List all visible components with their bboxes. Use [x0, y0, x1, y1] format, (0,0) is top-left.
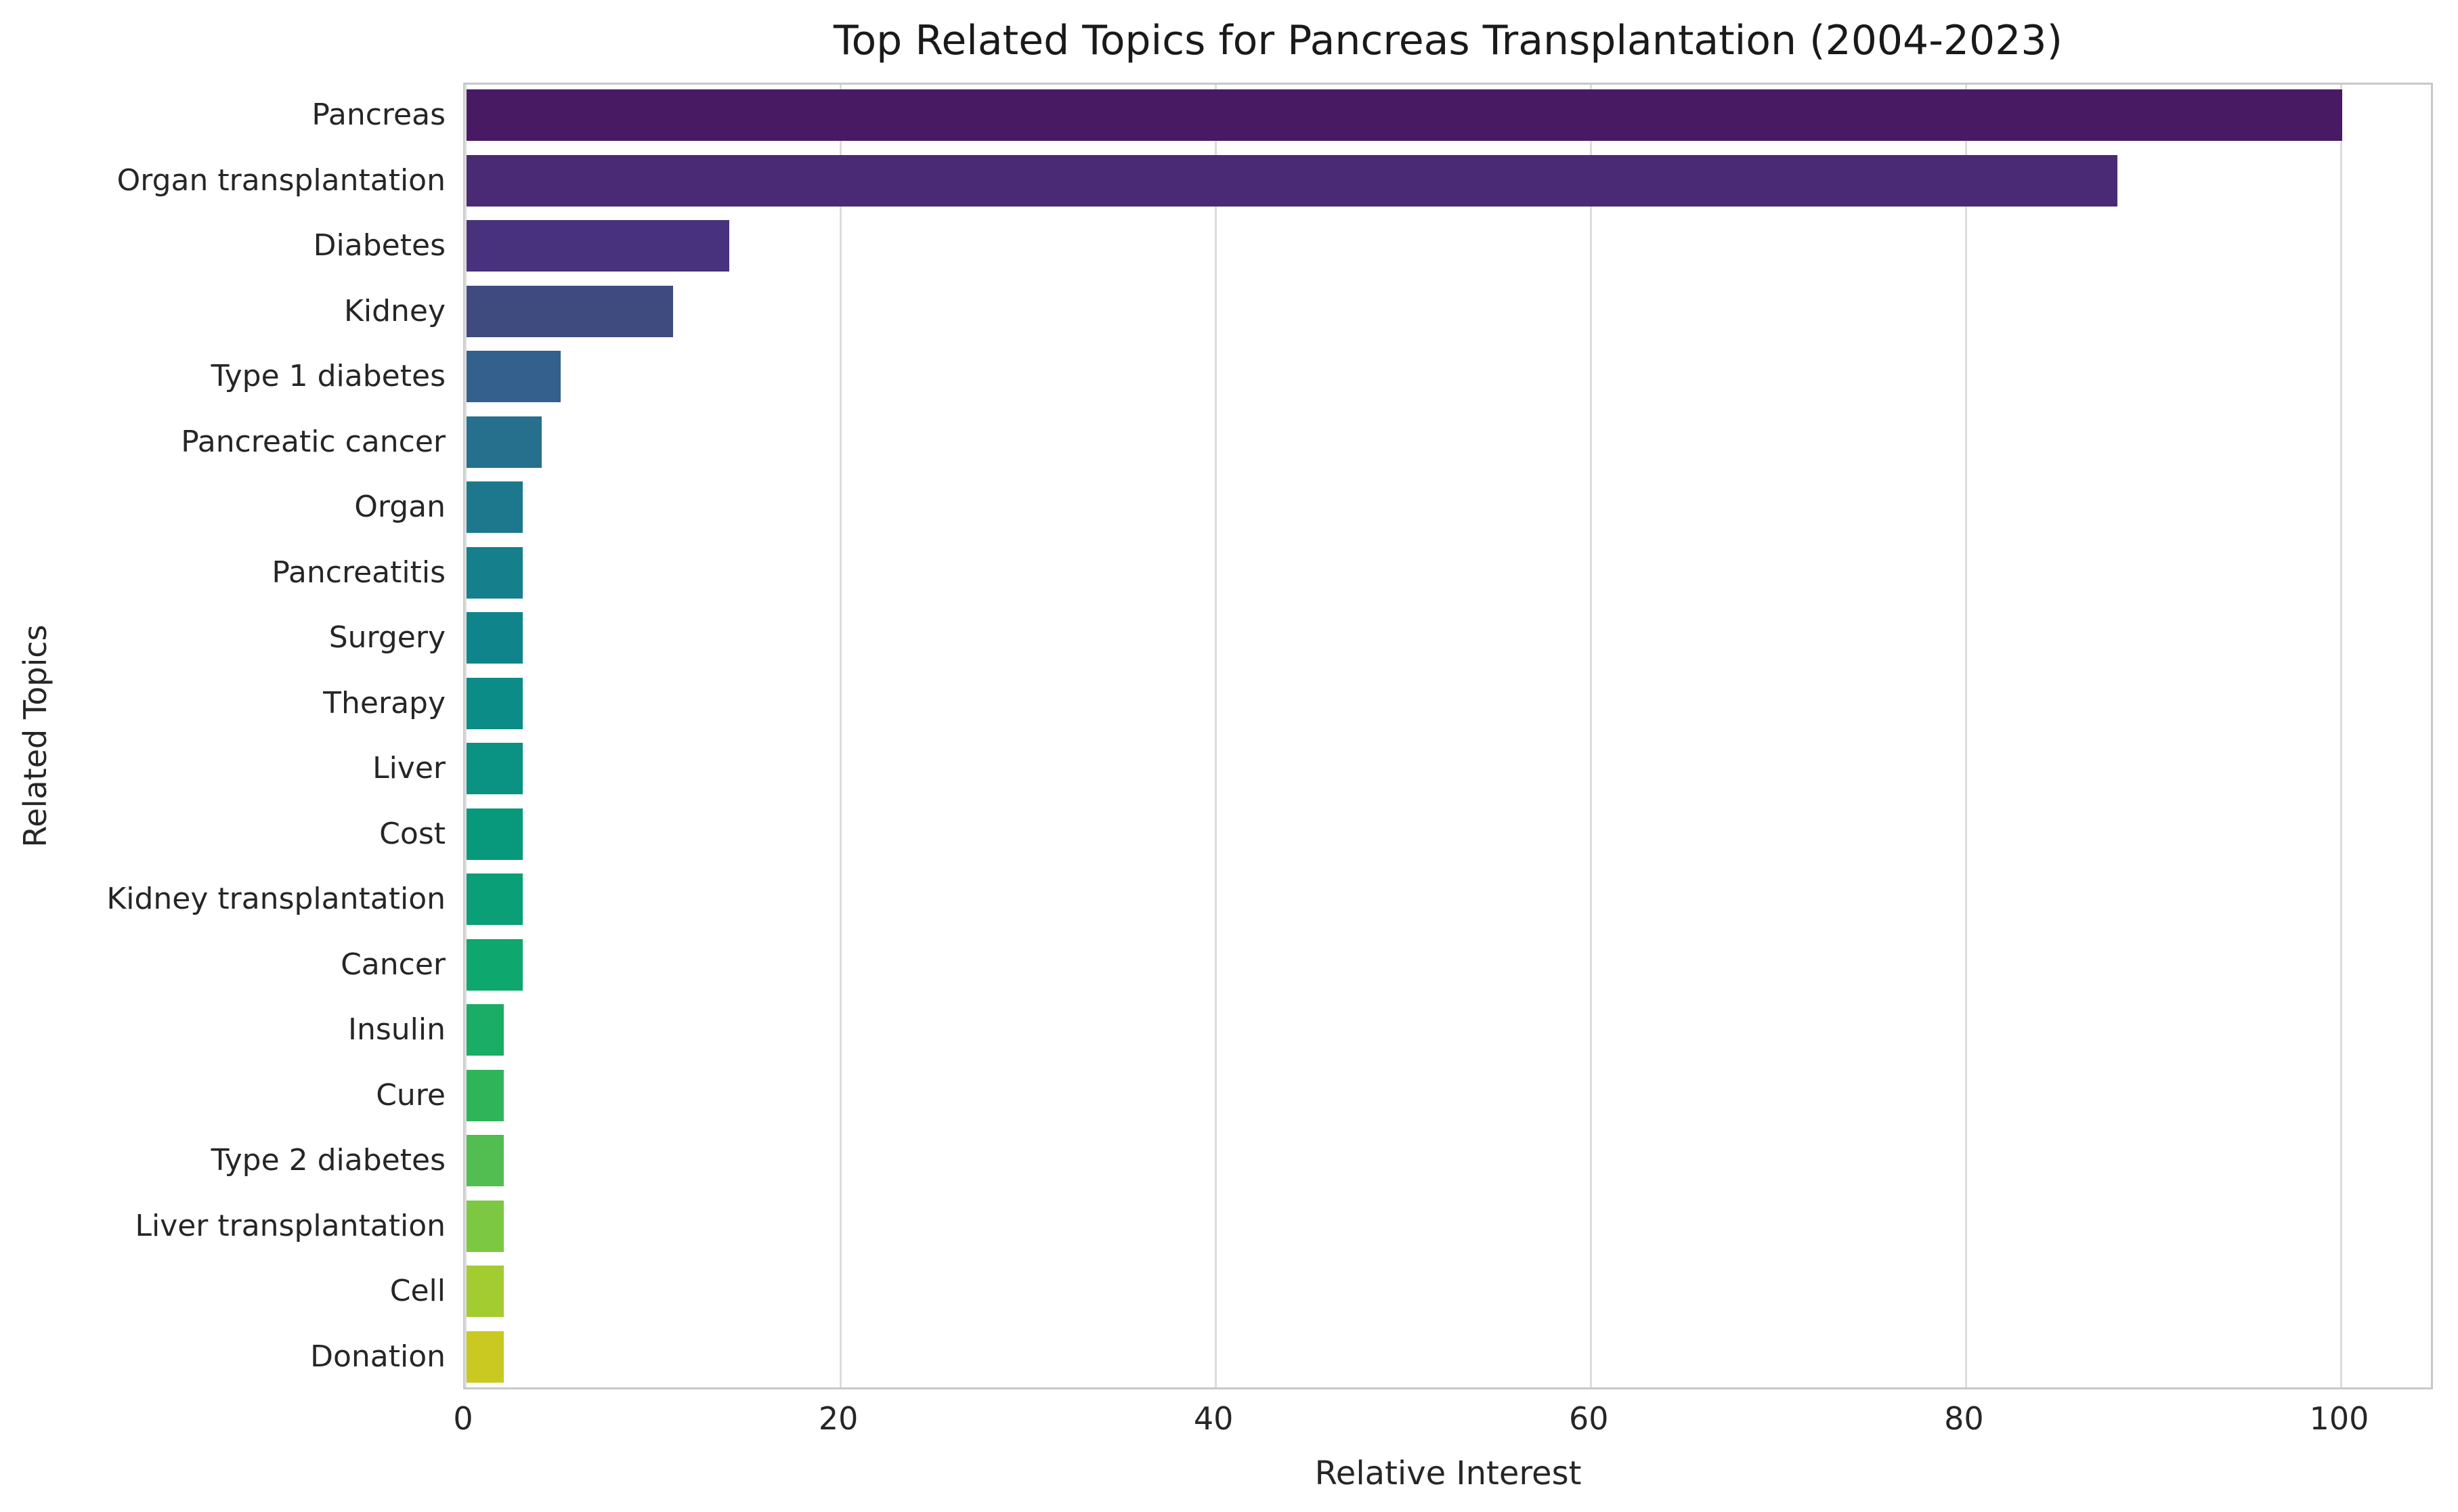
bar-cell	[467, 1266, 504, 1317]
gridline-x-20	[840, 85, 842, 1387]
bar-cancer	[467, 939, 523, 991]
gridline-x-80	[1965, 85, 1968, 1387]
y-tick-label: Therapy	[323, 686, 446, 720]
bar-organ	[467, 481, 523, 533]
y-tick-label: Cancer	[341, 947, 446, 982]
bar-therapy	[467, 678, 523, 729]
y-tick-label: Liver transplantation	[135, 1209, 446, 1243]
y-tick-label: Pancreas	[311, 98, 446, 132]
gridline-x-40	[1215, 85, 1217, 1387]
y-tick-label: Type 1 diabetes	[211, 359, 446, 393]
gridline-x-100	[2340, 85, 2343, 1387]
y-tick-label: Diabetes	[313, 228, 446, 263]
x-tick-label: 40	[1193, 1400, 1234, 1437]
y-tick-label: Pancreatitis	[272, 555, 446, 590]
bar-organ-transplantation	[467, 155, 2117, 207]
x-tick-label: 60	[1569, 1400, 1609, 1437]
y-tick-label: Type 2 diabetes	[211, 1143, 446, 1178]
x-tick-label: 20	[818, 1400, 859, 1437]
plot-area	[463, 83, 2433, 1389]
bar-liver-transplantation	[467, 1201, 504, 1252]
gridline-x-0	[465, 85, 467, 1387]
y-tick-label: Liver	[372, 751, 446, 785]
bar-kidney-transplantation	[467, 873, 523, 925]
y-axis-title: Related Topics	[17, 624, 53, 848]
y-tick-label: Surgery	[328, 620, 446, 655]
bar-kidney	[467, 286, 673, 337]
y-tick-label: Kidney	[343, 294, 446, 328]
bar-surgery	[467, 612, 523, 664]
y-tick-label: Organ	[354, 490, 446, 524]
bar-cost	[467, 808, 523, 860]
x-axis-title: Relative Interest	[1314, 1454, 1582, 1492]
y-tick-label: Kidney transplantation	[106, 882, 446, 916]
y-tick-label: Organ transplantation	[116, 163, 446, 198]
bar-cure	[467, 1070, 504, 1121]
bar-pancreas	[467, 89, 2342, 141]
chart-title: Top Related Topics for Pancreas Transpla…	[834, 17, 2063, 64]
y-tick-label: Cost	[379, 817, 446, 851]
y-tick-label: Insulin	[347, 1012, 446, 1047]
bar-type-1-diabetes	[467, 351, 561, 402]
y-tick-label: Pancreatic cancer	[181, 425, 446, 459]
gridline-x-60	[1590, 85, 1593, 1387]
bar-insulin	[467, 1004, 504, 1056]
y-tick-label: Cell	[389, 1274, 446, 1308]
bar-type-2-diabetes	[467, 1135, 504, 1186]
bar-pancreatitis	[467, 547, 523, 599]
y-tick-label: Cure	[376, 1078, 446, 1113]
bar-pancreatic-cancer	[467, 416, 542, 468]
bar-liver	[467, 743, 523, 794]
y-tick-label: Donation	[310, 1339, 446, 1374]
x-tick-label: 100	[2309, 1400, 2369, 1437]
x-tick-label: 0	[453, 1400, 473, 1437]
x-tick-label: 80	[1944, 1400, 1984, 1437]
bar-donation	[467, 1331, 504, 1383]
bar-diabetes	[467, 220, 729, 272]
